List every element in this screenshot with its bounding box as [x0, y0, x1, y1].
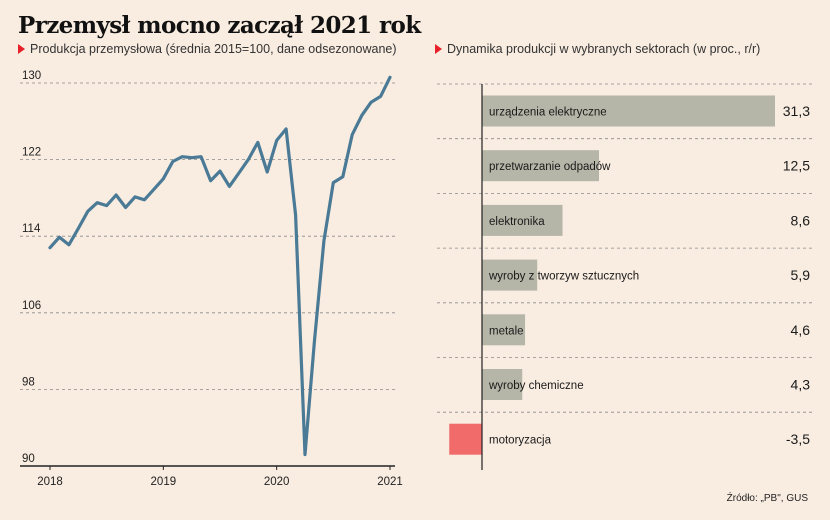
red-triangle-icon — [435, 44, 442, 54]
y-tick-label: 90 — [22, 453, 35, 465]
bar-value-label: 4,6 — [791, 322, 811, 338]
line-chart-subtitle: Produkcja przemysłowa (średnia 2015=100,… — [18, 42, 397, 56]
x-tick-label: 2021 — [377, 476, 403, 488]
bar — [482, 95, 775, 127]
red-triangle-icon — [18, 44, 25, 54]
bar — [449, 423, 482, 455]
bar-value-label: 8,6 — [791, 212, 811, 228]
bar-category-label: elektronika — [489, 216, 545, 228]
bar — [482, 369, 523, 400]
y-tick-label: 98 — [22, 376, 35, 388]
bar-value-label: -3,5 — [786, 431, 810, 447]
line-chart-subtitle-text: Produkcja przemysłowa (średnia 2015=100,… — [30, 42, 397, 56]
source-note: Źródło: „PB", GUS — [726, 493, 808, 504]
bar-category-label: urządzenia elektryczne — [489, 107, 607, 119]
bar-category-label: przetwarzanie odpadów — [489, 161, 611, 173]
bar — [482, 259, 538, 291]
bar-value-label: 5,9 — [791, 267, 811, 283]
bar-category-label: wyroby chemiczne — [488, 380, 584, 392]
bar-value-label: 31,3 — [783, 103, 810, 119]
x-tick-label: 2019 — [151, 476, 177, 488]
bar-value-label: 12,5 — [783, 158, 810, 174]
bar — [482, 314, 526, 346]
bar-category-label: metale — [489, 325, 524, 337]
x-tick-label: 2018 — [37, 476, 63, 488]
bar-category-label: wyroby z tworzyw sztucznych — [488, 271, 639, 283]
bar-chart-subtitle-text: Dynamika produkcji w wybranych sektorach… — [447, 42, 761, 56]
bar — [482, 150, 600, 182]
bar-category-label: motoryzacja — [489, 435, 552, 447]
line-chart: 90 98 106 114 122 130 2018 2019 2020 2021 — [20, 70, 403, 488]
bar-chart-subtitle: Dynamika produkcji w wybranych sektorach… — [435, 42, 760, 56]
y-tick-label: 130 — [22, 70, 41, 82]
x-tick-label: 2020 — [264, 476, 290, 488]
y-tick-label: 114 — [22, 223, 41, 235]
y-tick-label: 122 — [22, 147, 41, 159]
bar — [482, 204, 563, 236]
chart-title: Przemysł mocno zaczął 2021 rok — [18, 12, 421, 39]
bar-value-label: 4,3 — [791, 377, 811, 393]
series-line — [48, 75, 392, 457]
y-tick-label: 106 — [22, 300, 41, 312]
